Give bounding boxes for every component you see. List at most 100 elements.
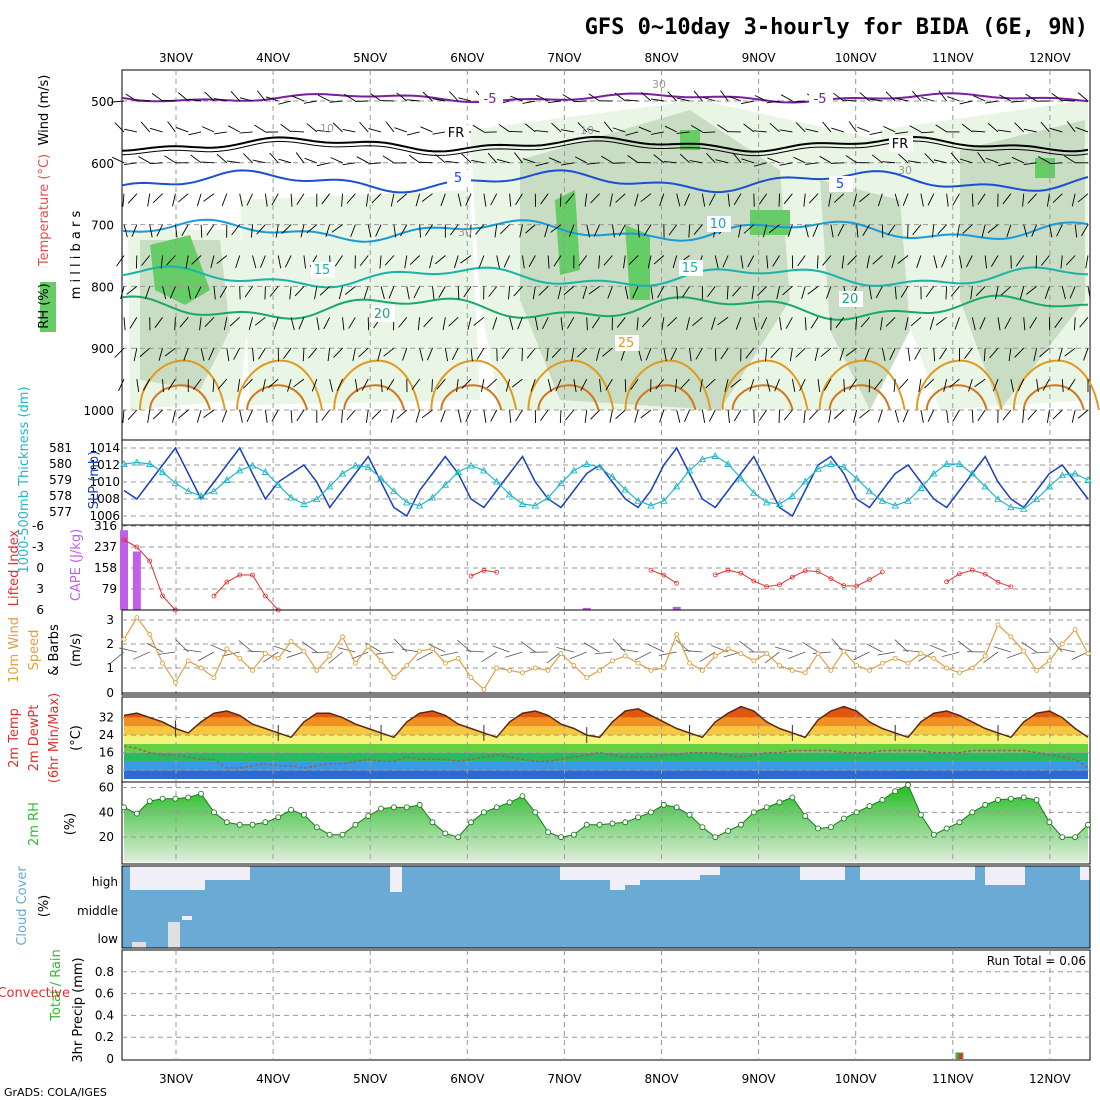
wind-barb — [380, 286, 385, 300]
wind-barb — [804, 224, 809, 238]
li-point — [224, 579, 230, 585]
wind-barb — [935, 316, 947, 326]
wind-barb — [753, 162, 767, 167]
thickness-point — [750, 488, 758, 496]
wind10-barb — [481, 651, 497, 663]
wind-barb — [875, 286, 883, 299]
wind-barb — [981, 224, 986, 238]
isotherm-25-loop — [915, 359, 1003, 411]
wind-barb — [899, 378, 909, 390]
wind-barb — [239, 409, 243, 423]
rh2m-point — [1059, 834, 1066, 841]
wind-barb — [650, 131, 664, 135]
wind10-point — [147, 631, 153, 637]
cloud-level-label: high — [92, 875, 118, 889]
wind-barb — [508, 286, 511, 300]
contour-label-bg — [809, 91, 833, 107]
wind-barb — [162, 379, 164, 393]
wind-barb — [676, 131, 690, 134]
wind-barb — [765, 348, 768, 362]
rh-region — [150, 235, 210, 305]
wind-barb — [916, 255, 922, 268]
wind-barb — [964, 347, 973, 359]
wind10-barb — [133, 651, 150, 660]
wind-barb — [526, 347, 536, 359]
rh2m-point — [1072, 834, 1079, 841]
wind-barb — [1002, 193, 1012, 205]
wind-barb — [565, 409, 575, 421]
wind-barb — [783, 409, 793, 421]
pressure-tick-label: 500 — [91, 95, 114, 109]
top-date-label: 7NOV — [547, 51, 582, 65]
wind-barb — [717, 124, 729, 133]
wind-barb — [406, 131, 420, 136]
thickness-point — [325, 482, 334, 490]
wind-barb — [147, 193, 151, 207]
wind-barb — [636, 317, 639, 331]
wind10-barb — [957, 640, 973, 653]
wind-barb — [370, 93, 382, 102]
wind-barb — [883, 125, 896, 133]
wind10-point — [712, 653, 718, 659]
wind-barb — [246, 409, 253, 422]
wind-barb — [385, 121, 395, 133]
rh2m-point — [468, 819, 474, 826]
wind-barb — [509, 317, 514, 330]
wind10-point — [892, 655, 898, 661]
thickness-point — [531, 501, 540, 509]
wind-barb — [555, 378, 562, 392]
contour-label: 20 — [374, 307, 391, 322]
wind-barb — [127, 409, 138, 420]
wind10-point — [969, 665, 975, 671]
wind-barb — [1061, 286, 1066, 300]
wind-barb — [659, 409, 665, 423]
thickness-point — [891, 501, 899, 509]
slp-series-line — [123, 446, 1089, 518]
wind-barb — [803, 193, 806, 207]
wind10-point — [661, 665, 667, 671]
wind10-point — [532, 665, 538, 671]
wind-barb — [420, 126, 433, 133]
wind-barb — [321, 409, 331, 421]
wind-barb — [707, 286, 716, 298]
wind-barb — [945, 286, 948, 300]
wind-barb — [1048, 224, 1053, 238]
wind-barb — [667, 91, 678, 102]
thickness-point — [415, 501, 424, 509]
wind-barb — [114, 122, 125, 133]
cape-tick-label: 158 — [94, 561, 117, 575]
slp-tick-label: 1010 — [89, 475, 120, 489]
wind10-point — [944, 665, 950, 671]
wind-barb — [319, 286, 330, 296]
li-point — [237, 572, 243, 578]
wind-barb — [196, 193, 202, 207]
wind-barb — [140, 121, 151, 133]
wind-barb — [298, 317, 305, 330]
dewpt-series-line — [123, 745, 1089, 769]
wind-barb — [717, 316, 729, 326]
wind10-barb — [634, 651, 652, 661]
wind10-barb — [183, 649, 202, 653]
wind-barb — [873, 378, 883, 390]
wind-barb — [956, 224, 960, 238]
contour-label: 5 — [836, 177, 844, 192]
wind-barb — [885, 91, 896, 102]
wind-barb — [476, 347, 485, 360]
wind-barb — [216, 255, 228, 265]
wind-barb — [560, 162, 574, 166]
wind-barb — [213, 286, 216, 300]
wind-barb — [743, 224, 755, 234]
wind-barb — [774, 378, 780, 392]
wind-barb — [624, 286, 629, 300]
wind-barb — [720, 347, 729, 360]
rh2m-series-line — [123, 784, 1089, 838]
wind10-point — [507, 667, 513, 673]
isotherm-25-loop — [721, 359, 809, 411]
wind-barb — [672, 255, 678, 269]
wind-barb — [217, 378, 228, 390]
wind-barb — [422, 91, 433, 102]
wind-barb — [124, 128, 137, 133]
wind-barb — [791, 379, 796, 392]
wind-barb — [754, 95, 767, 102]
wind-barb — [252, 255, 257, 269]
